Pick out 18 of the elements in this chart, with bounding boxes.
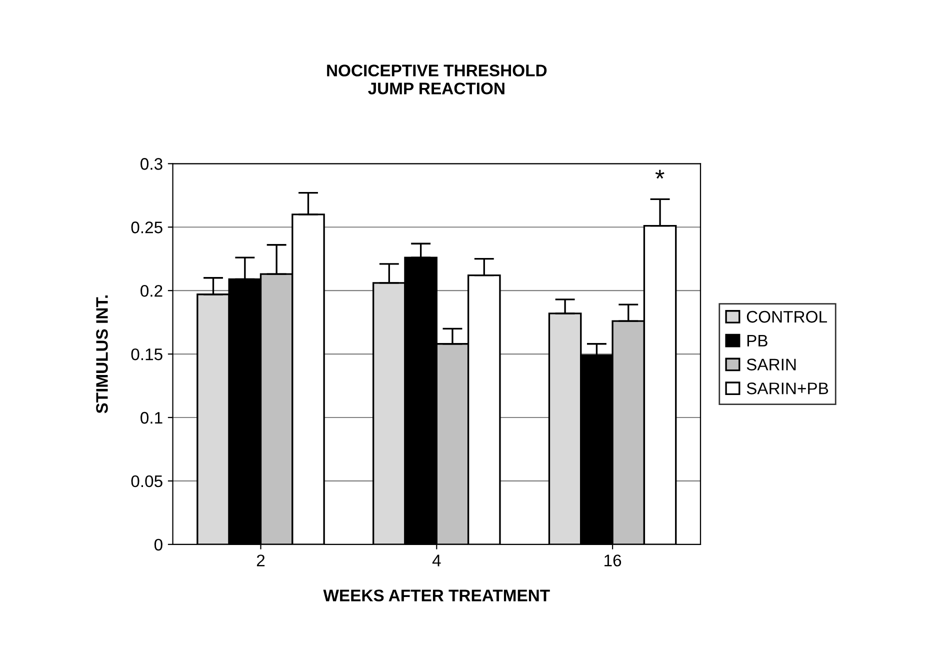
legend-label: SARIN bbox=[746, 358, 796, 370]
y-tick-label: 0.05 bbox=[131, 475, 162, 488]
x-tick-label: 4 bbox=[432, 554, 441, 566]
legend-label: PB bbox=[747, 334, 768, 346]
y-tick-label: 0.3 bbox=[140, 158, 162, 170]
legend-label: SARIN+PB bbox=[746, 382, 828, 394]
y-axis-title: STIMULUS INT. bbox=[96, 295, 108, 414]
y-tick-label: 0 bbox=[154, 538, 162, 551]
x-tick-label: 16 bbox=[604, 554, 622, 566]
y-tick-label: 0.1 bbox=[140, 412, 162, 424]
x-tick-label: 2 bbox=[256, 554, 265, 566]
x-axis-title: WEEKS AFTER TREATMENT bbox=[323, 590, 550, 602]
y-tick-label: 0.25 bbox=[131, 222, 162, 234]
y-tick-label: 0.2 bbox=[140, 284, 162, 297]
chart-title: NOCICEPTIVE THRESHOLD JUMP REACTION bbox=[327, 64, 547, 94]
y-tick-label: 0.15 bbox=[131, 348, 162, 360]
annotation: * bbox=[655, 170, 664, 179]
legend-label: CONTROL bbox=[746, 310, 827, 323]
